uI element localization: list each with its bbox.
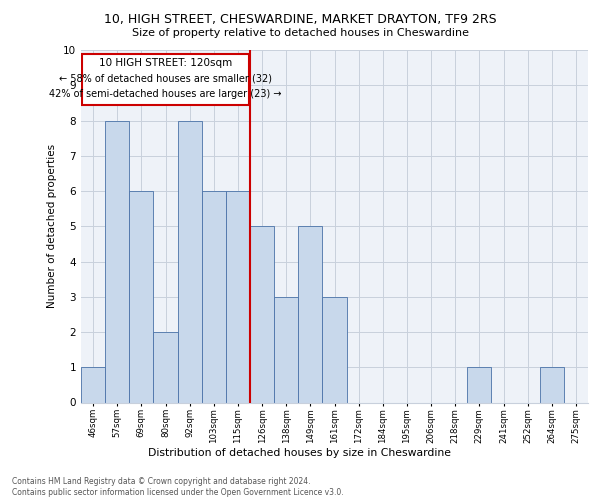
Bar — [540, 367, 564, 402]
Y-axis label: Number of detached properties: Number of detached properties — [47, 144, 58, 308]
Text: Contains HM Land Registry data © Crown copyright and database right 2024.: Contains HM Land Registry data © Crown c… — [12, 476, 311, 486]
Bar — [81, 367, 105, 402]
Text: Size of property relative to detached houses in Cheswardine: Size of property relative to detached ho… — [131, 28, 469, 38]
Bar — [202, 191, 226, 402]
Bar — [154, 332, 178, 402]
Bar — [178, 120, 202, 402]
Text: 10 HIGH STREET: 120sqm: 10 HIGH STREET: 120sqm — [99, 58, 232, 68]
Bar — [105, 120, 129, 402]
Text: 42% of semi-detached houses are larger (23) →: 42% of semi-detached houses are larger (… — [49, 89, 282, 99]
FancyBboxPatch shape — [82, 54, 249, 104]
Bar — [226, 191, 250, 402]
Bar — [274, 297, 298, 403]
Text: ← 58% of detached houses are smaller (32): ← 58% of detached houses are smaller (32… — [59, 74, 272, 84]
Text: 10, HIGH STREET, CHESWARDINE, MARKET DRAYTON, TF9 2RS: 10, HIGH STREET, CHESWARDINE, MARKET DRA… — [104, 12, 496, 26]
Bar — [129, 191, 154, 402]
Bar — [298, 226, 322, 402]
Text: Contains public sector information licensed under the Open Government Licence v3: Contains public sector information licen… — [12, 488, 344, 497]
Bar — [467, 367, 491, 402]
Text: Distribution of detached houses by size in Cheswardine: Distribution of detached houses by size … — [149, 448, 452, 458]
Bar — [322, 297, 347, 403]
Bar — [250, 226, 274, 402]
